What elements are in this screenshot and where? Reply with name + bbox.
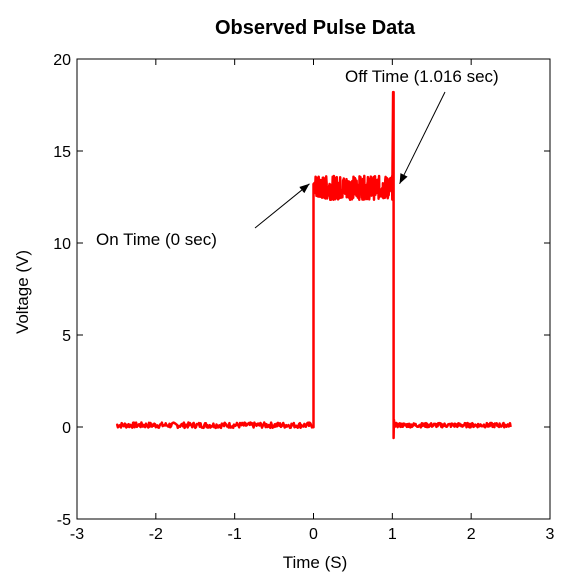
chart-title: Observed Pulse Data: [215, 17, 416, 39]
x-tick-label: -2: [149, 526, 163, 543]
x-tick-label: 0: [309, 526, 318, 543]
plot-area: -3 -2 -1 0 1 2 3 -5 0 5 10 15 20 On Time (0 sec) Off T…: [53, 52, 554, 543]
pulse-series-line: [115, 90, 512, 440]
annotation-off-time-arrow: [399, 91, 446, 185]
annotation-off-time: Off Time (1.016 sec): [345, 67, 499, 86]
y-axis-label: Voltage (V): [13, 250, 32, 334]
annotation-on-time: On Time (0 sec): [96, 230, 217, 249]
y-tick-label: 10: [53, 236, 71, 253]
y-tick-label: 5: [62, 328, 71, 345]
x-tick-label: 2: [467, 526, 476, 543]
x-tick-label: 1: [388, 526, 397, 543]
y-tick-label: 15: [53, 144, 71, 161]
x-tick-label: -1: [228, 526, 242, 543]
x-tick-label: 3: [546, 526, 555, 543]
x-tick-label: -3: [70, 526, 84, 543]
x-axis-label: Time (S): [283, 553, 348, 572]
y-tick-label: -5: [57, 512, 71, 529]
y-tick-label: 20: [53, 52, 71, 69]
annotation-on-time-arrow: [254, 183, 310, 229]
y-tick-label: 0: [62, 420, 71, 437]
